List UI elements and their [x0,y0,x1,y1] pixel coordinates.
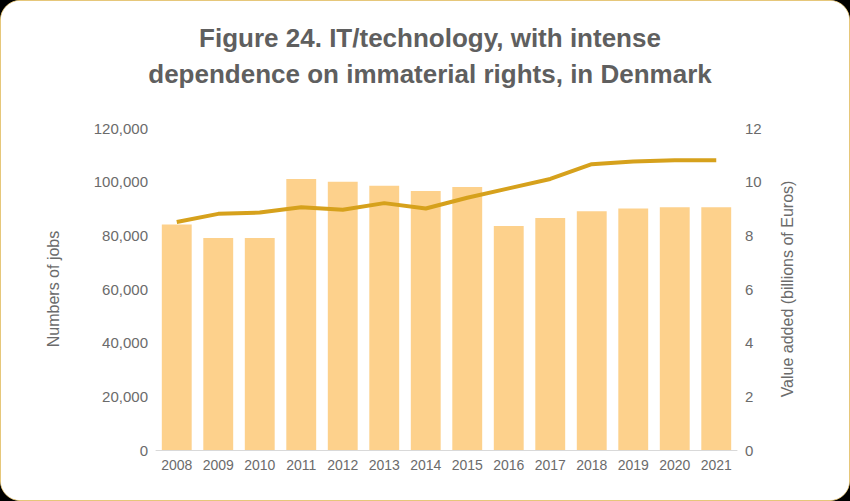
svg-text:100,000: 100,000 [94,173,148,190]
svg-text:120,000: 120,000 [94,120,148,137]
svg-text:2017: 2017 [535,457,566,473]
svg-text:Figure 24. IT/technology, with: Figure 24. IT/technology, with intense [199,23,661,53]
svg-text:2008: 2008 [161,457,192,473]
svg-text:2016: 2016 [493,457,524,473]
svg-text:2011: 2011 [286,457,316,473]
svg-text:2010: 2010 [244,457,275,473]
svg-text:12: 12 [745,120,762,137]
svg-text:2009: 2009 [203,457,234,473]
svg-text:10: 10 [745,173,762,190]
svg-text:80,000: 80,000 [102,227,148,244]
svg-text:2018: 2018 [576,457,607,473]
svg-text:Value added (billions of Euros: Value added (billions of Euros) [779,181,796,398]
svg-text:2014: 2014 [410,457,441,473]
svg-text:2021: 2021 [701,457,732,473]
svg-text:20,000: 20,000 [102,388,148,405]
svg-text:dependence on immaterial right: dependence on immaterial rights, in Denm… [148,59,712,89]
svg-text:6: 6 [745,281,753,298]
svg-text:8: 8 [745,227,753,244]
svg-text:40,000: 40,000 [102,334,148,351]
svg-text:2015: 2015 [452,457,483,473]
svg-text:2020: 2020 [659,457,690,473]
svg-text:0: 0 [140,442,148,459]
svg-text:2019: 2019 [618,457,649,473]
svg-text:0: 0 [745,442,753,459]
svg-text:2013: 2013 [369,457,400,473]
svg-text:60,000: 60,000 [102,281,148,298]
svg-text:4: 4 [745,334,753,351]
svg-text:2012: 2012 [327,457,358,473]
svg-text:Numbers of jobs: Numbers of jobs [45,231,62,348]
svg-text:2: 2 [745,388,753,405]
